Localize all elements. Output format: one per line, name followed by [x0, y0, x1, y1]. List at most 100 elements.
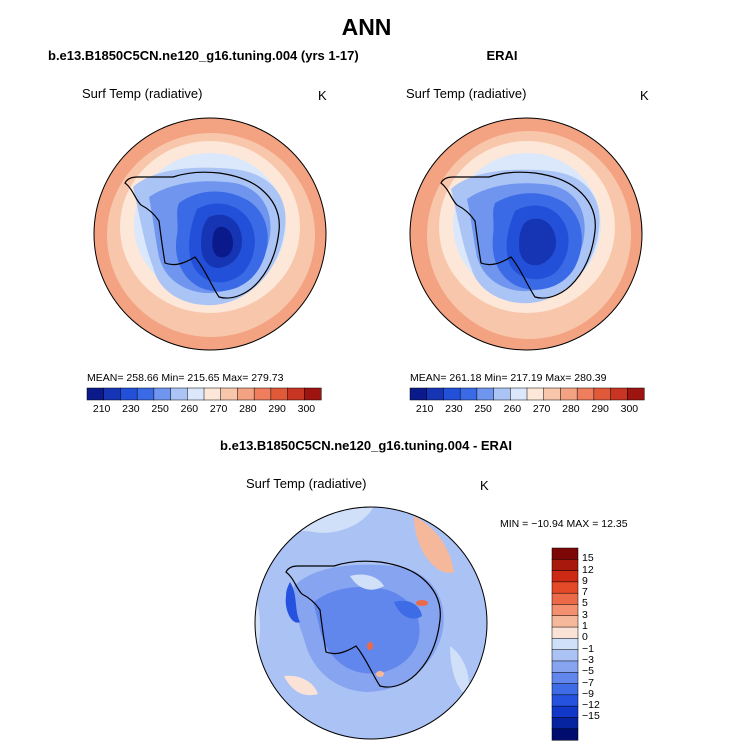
map-border [409, 117, 643, 351]
colorbar-swatch [627, 387, 645, 401]
colorbar-diff [551, 547, 579, 741]
colorbar-tick-label: 5 [582, 597, 588, 610]
colorbar-tick-label: 9 [582, 574, 588, 587]
colorbar-tick-label: −9 [582, 687, 594, 700]
colorbar-swatch [560, 387, 578, 401]
colorbar-swatch [510, 387, 528, 401]
panel-title-diff: b.e13.B1850C5CN.ne120_g16.tuning.004 - E… [220, 438, 512, 453]
colorbar-swatch [86, 387, 105, 401]
map-model [93, 117, 327, 351]
colorbar-obs-ticks: 210 230 250 260 270 280 290 300 [410, 403, 644, 417]
colorbar-swatch [551, 570, 579, 583]
colorbar-tick-label: 210 [415, 403, 434, 415]
colorbar-swatch [551, 547, 579, 560]
colorbar-swatch [203, 387, 222, 401]
map-obs [409, 117, 643, 351]
colorbar-tick-label: −5 [582, 665, 594, 678]
colorbar-tick-label: 290 [591, 403, 609, 415]
stats-obs: MEAN= 261.18 Min= 217.19 Max= 280.39 [410, 372, 607, 384]
units-label-obs: K [640, 88, 649, 103]
colorbar-swatch [610, 387, 628, 401]
colorbar-swatch [270, 387, 289, 401]
colorbar-swatch [426, 387, 444, 401]
colorbar-swatch [551, 705, 579, 718]
map-diff [254, 506, 488, 740]
colorbar-tick-label: 210 [92, 403, 111, 415]
colorbar-swatch [304, 387, 322, 401]
diff-hotspot-east [416, 600, 428, 606]
colorbar-swatch [253, 387, 272, 401]
colorbar-swatch [551, 626, 579, 639]
map-border [93, 117, 327, 351]
colorbar-tick-label: 250 [151, 403, 169, 415]
panel-title-model: b.e13.B1850C5CN.ne120_g16.tuning.004 (yr… [48, 48, 359, 63]
colorbar-swatch [443, 387, 461, 401]
colorbar-tick-label: 280 [239, 403, 257, 415]
colorbar-tick-label: 230 [122, 403, 140, 415]
stats-diff: MIN = −10.94 MAX = 12.35 [500, 518, 628, 530]
variable-label-model: Surf Temp (radiative) [82, 86, 203, 101]
colorbar-tick-label: −15 [582, 710, 600, 723]
units-label-diff: K [480, 478, 489, 493]
colorbar-tick-label: 300 [620, 403, 639, 415]
diff-band-minus7 [314, 586, 420, 674]
temp-band-210 [212, 226, 233, 258]
colorbar-swatch [237, 387, 255, 401]
panel-title-obs: ERAI [486, 48, 518, 63]
diff-band-minus9-peninsula [285, 582, 300, 623]
colorbar-tick-label: 270 [532, 403, 551, 415]
variable-label-diff: Surf Temp (radiative) [246, 476, 367, 491]
colorbar-tick-label: −7 [582, 676, 594, 689]
colorbar-swatch [220, 387, 238, 401]
figure-title: ANN [341, 14, 392, 40]
colorbar-swatch [543, 387, 561, 401]
antarctica-coastline [440, 171, 596, 299]
colorbar-tick-label: −3 [582, 653, 594, 666]
stats-model: MEAN= 258.66 Min= 215.65 Max= 279.73 [87, 372, 284, 384]
colorbar-swatch [576, 387, 595, 401]
colorbar-tick-label: 280 [562, 403, 580, 415]
colorbar-swatch [551, 615, 579, 628]
colorbar-swatch [409, 387, 428, 401]
colorbar-tick-label: 250 [474, 403, 492, 415]
colorbar-tick-label: 270 [209, 403, 228, 415]
diff-band-plus3-ne [414, 516, 454, 573]
colorbar-tick-label: 260 [180, 403, 199, 415]
colorbar-swatch [136, 387, 155, 401]
colorbar-swatch [551, 604, 579, 617]
colorbar-tick-label: 0 [582, 631, 588, 644]
diff-band-plus1-sw [284, 675, 318, 696]
colorbar-tick-label: 3 [582, 608, 588, 621]
colorbar-tick-label: 15 [582, 552, 594, 565]
colorbar-swatch [103, 387, 121, 401]
colorbar-diff-ticks: 15 12 9 7 5 3 1 0 −1 −3 −5 −7 −9 −12 −15 [582, 548, 622, 740]
colorbar-swatch [287, 387, 305, 401]
colorbar-swatch [187, 387, 205, 401]
colorbar-swatch [551, 559, 579, 572]
colorbar-swatch [551, 717, 579, 730]
colorbar-swatch [526, 387, 545, 401]
colorbar-swatch [551, 649, 579, 662]
colorbar-swatch [153, 387, 172, 401]
colorbar-swatch [120, 387, 138, 401]
colorbar-swatch [476, 387, 495, 401]
colorbar-swatch [551, 728, 579, 741]
colorbar-swatch [551, 592, 579, 606]
colorbar-tick-label: −1 [582, 642, 594, 655]
colorbar-model-ticks: 210 230 250 260 270 280 290 300 [87, 403, 321, 417]
colorbar-swatch [551, 660, 579, 673]
colorbar-model [86, 387, 322, 401]
colorbar-swatch [551, 638, 579, 651]
colorbar-swatch [593, 387, 612, 401]
colorbar-swatch [493, 387, 511, 401]
colorbar-swatch [170, 387, 188, 401]
diff-hotspot-south [367, 642, 373, 650]
diff-band-minus1-east [450, 646, 470, 696]
colorbar-swatch [459, 387, 478, 401]
antarctica-coastline [285, 560, 441, 688]
temp-band-220 [519, 218, 557, 266]
colorbar-tick-label: 7 [582, 586, 588, 599]
colorbar-swatch [551, 694, 579, 707]
colorbar-tick-label: 300 [297, 403, 316, 415]
units-label-model: K [318, 88, 327, 103]
